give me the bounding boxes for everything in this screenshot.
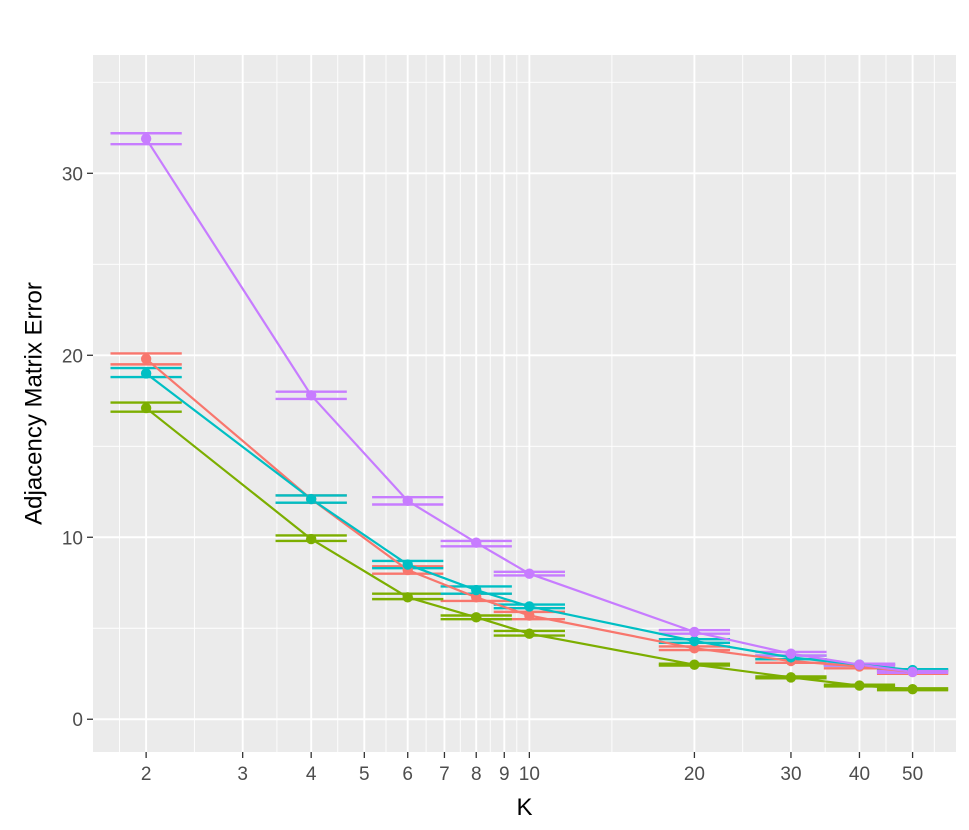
data-point (402, 495, 413, 507)
data-point (689, 659, 700, 670)
data-point (140, 353, 152, 365)
x-tick-label: 4 (306, 764, 317, 785)
data-point (402, 559, 413, 570)
data-point (305, 493, 317, 505)
data-point (305, 390, 317, 401)
data-point (140, 368, 152, 379)
data-point (689, 635, 700, 647)
data-point (854, 680, 865, 691)
x-tick-label: 7 (439, 764, 450, 785)
data-point (140, 402, 152, 414)
y-tick-label: 0 (72, 710, 83, 731)
x-tick-label: 10 (519, 764, 540, 785)
y-tick-label: 20 (62, 346, 83, 367)
axes: 2 3 4 5 6 7 8 9 10 20 30 40 50 0 10 20 30 (62, 164, 923, 785)
y-tick-label: 30 (62, 164, 83, 185)
x-tick-label: 30 (780, 764, 801, 785)
data-point (524, 610, 535, 621)
data-point (305, 533, 317, 545)
x-tick-label: 5 (359, 764, 370, 785)
data-point (524, 601, 535, 612)
data-point (785, 648, 797, 659)
data-point (140, 133, 152, 144)
x-tick-label: 3 (237, 764, 248, 785)
error-bar (110, 132, 182, 146)
data-point (689, 626, 700, 638)
minor-gridlines (93, 55, 956, 752)
plot-panel (93, 55, 956, 752)
x-tick-label: 50 (902, 764, 923, 785)
x-tick-label: 40 (849, 764, 870, 785)
data-point (524, 568, 535, 579)
data-point (471, 584, 482, 596)
x-axis-title: K (516, 794, 532, 821)
data-point (471, 537, 482, 548)
x-tick-label: 2 (141, 764, 152, 785)
x-tick-label: 8 (471, 764, 482, 785)
data-points (140, 133, 918, 695)
y-tick-label: 10 (62, 528, 83, 549)
data-point (524, 628, 535, 639)
data-point (907, 684, 918, 695)
data-point (471, 592, 482, 603)
y-axis-title: Adjacency Matrix Error (21, 282, 48, 525)
data-point (907, 666, 918, 678)
data-point (785, 672, 797, 683)
error-bar (110, 352, 182, 366)
data-point (689, 643, 700, 654)
data-point (471, 612, 482, 623)
x-tick-label: 6 (402, 764, 413, 785)
x-tick-label: 20 (684, 764, 705, 785)
data-point (854, 659, 865, 670)
data-point (402, 592, 413, 603)
x-tick-label: 9 (499, 764, 510, 785)
major-gridlines (93, 55, 956, 752)
